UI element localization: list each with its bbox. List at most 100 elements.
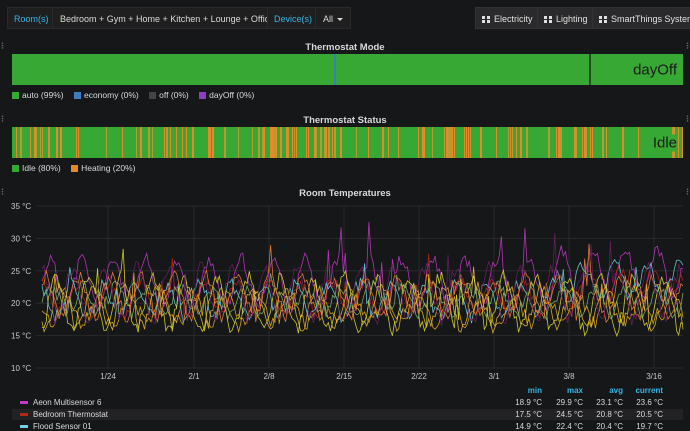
dashboard-icon xyxy=(482,16,490,23)
y-tick-label: 35 °C xyxy=(11,202,31,211)
heating-stripe xyxy=(60,127,62,158)
device-variable-value: All xyxy=(323,14,334,24)
drag-handle-icon[interactable] xyxy=(1,115,4,122)
heating-stripe xyxy=(328,127,330,158)
series-current: 19.7 °C xyxy=(636,422,663,431)
thermostat-status-bar[interactable]: Idle xyxy=(12,127,683,158)
series-line xyxy=(41,253,684,321)
x-tick-label: 2/8 xyxy=(263,372,275,381)
heating-stripe xyxy=(446,127,448,158)
drag-handle-icon[interactable] xyxy=(686,115,689,122)
dashboard-icon xyxy=(599,16,607,23)
heating-stripe xyxy=(432,127,433,158)
drag-handle-icon[interactable] xyxy=(1,42,4,49)
legend-item-economy[interactable]: economy (0%) xyxy=(73,90,139,100)
heating-stripe xyxy=(606,127,607,158)
table-row[interactable]: Flood Sensor 01 14.9 °C 22.4 °C 20.4 °C 19.7… xyxy=(12,421,683,431)
heating-stripe xyxy=(182,127,183,158)
heating-stripe xyxy=(468,127,469,158)
heating-stripe xyxy=(30,127,31,158)
y-tick-label: 30 °C xyxy=(11,234,31,243)
heating-stripe xyxy=(398,127,399,158)
heating-stripe xyxy=(186,127,187,158)
series-name[interactable]: Aeon Multisensor 6 xyxy=(33,398,102,407)
series-avg: 23.1 °C xyxy=(596,398,623,407)
thermostat-mode-bar[interactable]: dayOff xyxy=(12,54,683,85)
heating-stripe xyxy=(560,127,562,158)
legend-item-heating[interactable]: Heating (20%) xyxy=(71,163,135,173)
series-name[interactable]: Flood Sensor 01 xyxy=(33,422,92,431)
heating-stripe xyxy=(422,127,424,158)
room-temperatures-chart[interactable]: 35 °C 30 °C 25 °C 20 °C 15 °C 10 °C 1/24 2/1 2/8… xyxy=(0,195,690,385)
heating-stripe xyxy=(36,127,37,158)
legend-item-off[interactable]: off (0%) xyxy=(149,90,189,100)
table-row[interactable]: Aeon Multisensor 6 18.9 °C 29.9 °C 23.1 °C 2… xyxy=(12,397,683,408)
heating-stripe xyxy=(262,127,264,158)
lighting-link-label: Lighting xyxy=(556,14,588,24)
economy-segment xyxy=(334,54,336,85)
heating-stripe xyxy=(270,127,272,158)
thermostat-mode-current: dayOff xyxy=(633,61,677,78)
column-header-max[interactable]: max xyxy=(566,386,583,395)
thermostat-status-current: Idle xyxy=(648,134,677,151)
room-variable-value: Bedroom + Gym + Home + Kitchen + Lounge … xyxy=(60,14,275,24)
heating-stripe xyxy=(16,127,17,158)
series-max: 24.5 °C xyxy=(556,410,583,419)
heating-stripe xyxy=(286,127,288,158)
series-min: 14.9 °C xyxy=(515,422,542,431)
room-variable-dropdown[interactable]: Bedroom + Gym + Home + Kitchen + Lounge … xyxy=(52,7,293,29)
legend-item-auto[interactable]: auto (99%) xyxy=(12,90,64,100)
heating-stripe xyxy=(40,127,41,158)
heating-stripes xyxy=(16,127,683,158)
electricity-dashboard-link[interactable]: Electricity xyxy=(475,7,540,29)
series-name[interactable]: Bedroom Thermostat xyxy=(33,410,108,419)
heating-stripe xyxy=(308,127,309,158)
thermostat-status-title: Thermostat Status xyxy=(303,115,387,126)
y-tick-label: 15 °C xyxy=(11,332,31,341)
heating-stripe xyxy=(448,127,450,158)
heating-stripe xyxy=(148,127,150,158)
heating-stripe xyxy=(140,127,142,158)
heating-stripe xyxy=(452,127,453,158)
series-swatch xyxy=(20,413,28,416)
heating-stripe xyxy=(332,127,333,158)
table-row[interactable]: Bedroom Thermostat 17.5 °C 24.5 °C 20.8 °C 2… xyxy=(12,409,683,420)
legend-item-idle[interactable]: Idle (80%) xyxy=(12,163,61,173)
off-segment xyxy=(589,54,591,85)
heating-stripe xyxy=(464,127,465,158)
smartthings-dashboard-link[interactable]: SmartThings System xyxy=(592,7,690,29)
heating-stripe xyxy=(590,127,591,158)
heating-stripe xyxy=(556,127,557,158)
heating-stripe xyxy=(682,127,683,158)
heating-stripe xyxy=(334,127,336,158)
electricity-link-label: Electricity xyxy=(494,14,533,24)
lighting-dashboard-link[interactable]: Lighting xyxy=(537,7,595,29)
heating-stripe xyxy=(306,127,307,158)
column-header-current[interactable]: current xyxy=(635,386,663,395)
heating-stripe xyxy=(280,127,282,158)
drag-handle-icon[interactable] xyxy=(686,188,689,195)
heating-stripe xyxy=(678,127,679,158)
heating-stripe xyxy=(450,127,452,158)
chevron-down-icon xyxy=(337,18,344,22)
heating-stripe xyxy=(264,127,265,158)
drag-handle-icon[interactable] xyxy=(686,42,689,49)
heating-stripe xyxy=(574,127,576,158)
device-variable-label: Device(s) xyxy=(267,7,320,29)
series-swatch xyxy=(20,401,28,404)
device-variable-dropdown[interactable]: All xyxy=(315,7,352,29)
heating-stripe xyxy=(316,127,317,158)
legend-item-dayoff[interactable]: dayOff (0%) xyxy=(199,90,254,100)
heating-stripe xyxy=(258,127,260,158)
heating-stripe xyxy=(34,127,36,158)
column-header-avg[interactable]: avg xyxy=(609,386,623,395)
drag-handle-icon[interactable] xyxy=(1,188,4,195)
column-header-min[interactable]: min xyxy=(527,386,542,395)
thermostat-status-legend: Idle (80%) Heating (20%) xyxy=(12,163,143,173)
heating-stripe xyxy=(444,127,445,158)
room-variable-label: Room(s) xyxy=(7,7,56,29)
heating-stripe xyxy=(582,127,583,158)
heating-stripe xyxy=(382,127,384,158)
heating-stripe xyxy=(340,127,342,158)
x-tick-label: 3/1 xyxy=(488,372,500,381)
